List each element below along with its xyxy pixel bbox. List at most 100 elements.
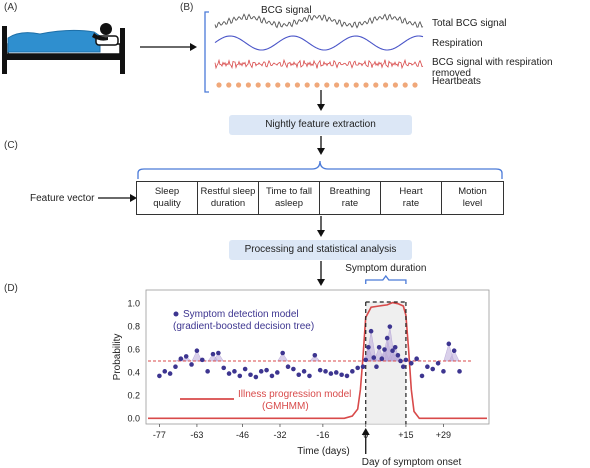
panel-letter-d: (D) [4,283,18,294]
detection-point [216,350,221,356]
feature-motion-level: Motion level [458,186,487,209]
detection-point [237,373,243,379]
detection-point [226,371,232,376]
x-tick-label: -16 [316,430,329,440]
heartbeat-dot [383,82,389,88]
arrow-down-1 [317,90,325,111]
detection-point [408,360,414,366]
heartbeat-dot [392,82,398,88]
detection-point [403,357,409,363]
x-tick-label: +15 [398,430,413,440]
y-tick-label: 0.2 [127,390,140,400]
heartbeat-dot [304,82,310,88]
detection-point [419,373,425,379]
detection-point [392,344,398,350]
heartbeat-dot [324,82,330,88]
detection-point [328,371,334,376]
legend-heartbeats: Heartbeats [432,76,481,87]
detection-point [173,364,178,370]
x-axis-label: Time (days) [297,446,349,457]
detection-point [264,367,269,373]
y-tick-label: 0.4 [127,367,140,377]
detection-point [307,373,312,379]
sleeping-person-in-bed-icon [2,23,125,74]
detection-point [301,369,307,374]
detection-point [210,351,216,357]
heartbeat-dot [363,82,369,88]
heartbeat-dot [245,82,251,88]
detection-point [382,347,387,352]
detection-point [162,369,168,374]
x-tick-label: -63 [190,430,203,440]
heartbeat-dots [216,82,418,88]
detection-point [275,370,280,375]
heartbeat-dot [216,82,222,88]
detection-point [400,364,406,370]
detection-point [390,348,395,354]
detection-point [435,360,441,366]
heartbeat-dot [265,82,271,88]
detection-point [167,371,173,376]
bcg-title: BCG signal [261,5,312,16]
legend-total-bcg: Total BCG signal [432,18,507,29]
detection-point [323,369,328,374]
feature-time-to-fall-asleep: Time to fall asleep [259,182,320,214]
detection-point [205,369,210,374]
detection-point [441,369,446,374]
deviation-band [277,352,289,362]
symptom-window-region [365,302,406,424]
probability-chart: Symptom duration 0.0 0.2 0.4 0.6 0.8 1.0 -77 -… [112,263,490,468]
x-tick-label: -77 [153,430,166,440]
legend-respiration: Respiration [432,38,483,49]
bcg-respiration-removed-trace [214,58,424,70]
total-bcg-trace [214,13,424,29]
detection-point [157,373,162,379]
y-tick-label: 0.6 [127,345,140,355]
arrow-a-to-b [140,43,197,51]
feature-restful-sleep-duration: Restful sleep duration [198,182,259,214]
symptom-duration-brace [365,274,407,284]
x-tick-label: +29 [436,430,451,440]
legend-progression-line1: Illness progression model [238,389,351,400]
detection-point [285,364,291,370]
detection-point [317,367,323,373]
heartbeat-dot [373,82,379,88]
heartbeat-dot [402,82,408,88]
feature-vector-table: Sleep quality Restful sleep duration Time … [136,181,504,215]
panel-letter-b: (B) [180,2,194,13]
heartbeat-dot [294,82,300,88]
feature-vector-label: Feature vector [30,193,95,204]
legend-bcg-removed: BCG signal with respiration removed [432,57,553,79]
x-tick-label: -32 [273,430,286,440]
detection-point [355,365,360,371]
detection-point [398,358,403,364]
detection-point [242,366,248,372]
legend-detection-line2: (gradient-boosted decision tree) [173,321,314,332]
legend-detection-marker [173,311,179,317]
detection-point [425,364,430,370]
detection-point [258,369,264,374]
plot-frame [145,289,490,425]
deviation-band [191,350,203,362]
detection-point [339,372,344,378]
detection-point [363,357,369,363]
detection-point [183,354,189,359]
y-tick-label: 0.0 [127,413,140,423]
arrow-down-3 [317,216,325,237]
respiration-trace [214,35,424,51]
arrow-feature-vector [98,194,137,202]
detection-point [232,369,237,374]
detection-point [374,364,379,370]
heartbeat-dot [275,82,281,88]
detection-point [446,341,452,347]
detection-point [253,374,259,380]
detection-point [366,344,371,350]
detection-point [248,372,253,378]
detection-point [291,366,296,372]
detection-point [333,370,339,375]
processing-statistical-analysis-step: Processing and statistical analysis [229,240,412,260]
nightly-feature-extraction-step: Nightly feature extraction [229,115,412,135]
detection-point [451,348,457,354]
detection-point [395,352,401,358]
x-axis-ticks: -77-63-46-32-160+15+29 [153,424,451,440]
